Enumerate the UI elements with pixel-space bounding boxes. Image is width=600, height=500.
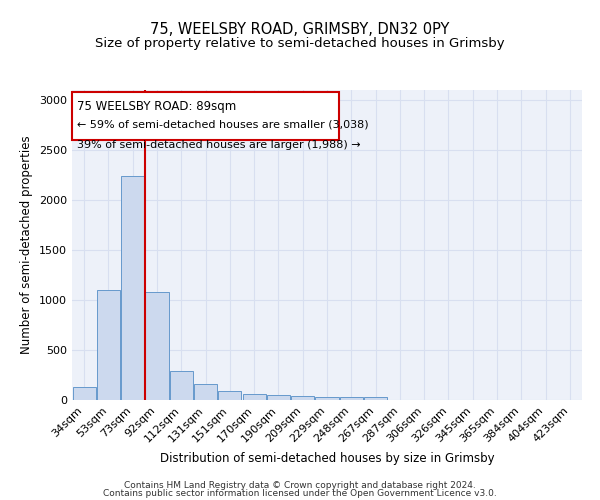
Bar [121, 176, 144, 400]
Text: Contains public sector information licensed under the Open Government Licence v3: Contains public sector information licen… [103, 489, 497, 498]
Bar [364, 397, 387, 400]
Bar [267, 395, 290, 400]
Text: ← 59% of semi-detached houses are smaller (3,038): ← 59% of semi-detached houses are smalle… [77, 120, 368, 130]
Bar [291, 396, 314, 400]
Bar [218, 391, 241, 400]
Text: Size of property relative to semi-detached houses in Grimsby: Size of property relative to semi-detach… [95, 38, 505, 51]
Y-axis label: Number of semi-detached properties: Number of semi-detached properties [20, 136, 34, 354]
Bar [145, 292, 169, 400]
Bar [242, 394, 266, 400]
Text: 75, WEELSBY ROAD, GRIMSBY, DN32 0PY: 75, WEELSBY ROAD, GRIMSBY, DN32 0PY [151, 22, 449, 38]
X-axis label: Distribution of semi-detached houses by size in Grimsby: Distribution of semi-detached houses by … [160, 452, 494, 465]
Bar [316, 397, 338, 400]
Bar [340, 397, 363, 400]
Bar [170, 370, 193, 400]
Text: 39% of semi-detached houses are larger (1,988) →: 39% of semi-detached houses are larger (… [77, 140, 361, 150]
Text: Contains HM Land Registry data © Crown copyright and database right 2024.: Contains HM Land Registry data © Crown c… [124, 480, 476, 490]
Bar [194, 384, 217, 400]
Bar [72, 92, 339, 140]
Bar [73, 387, 95, 400]
Bar [97, 290, 120, 400]
Text: 75 WEELSBY ROAD: 89sqm: 75 WEELSBY ROAD: 89sqm [77, 100, 236, 113]
